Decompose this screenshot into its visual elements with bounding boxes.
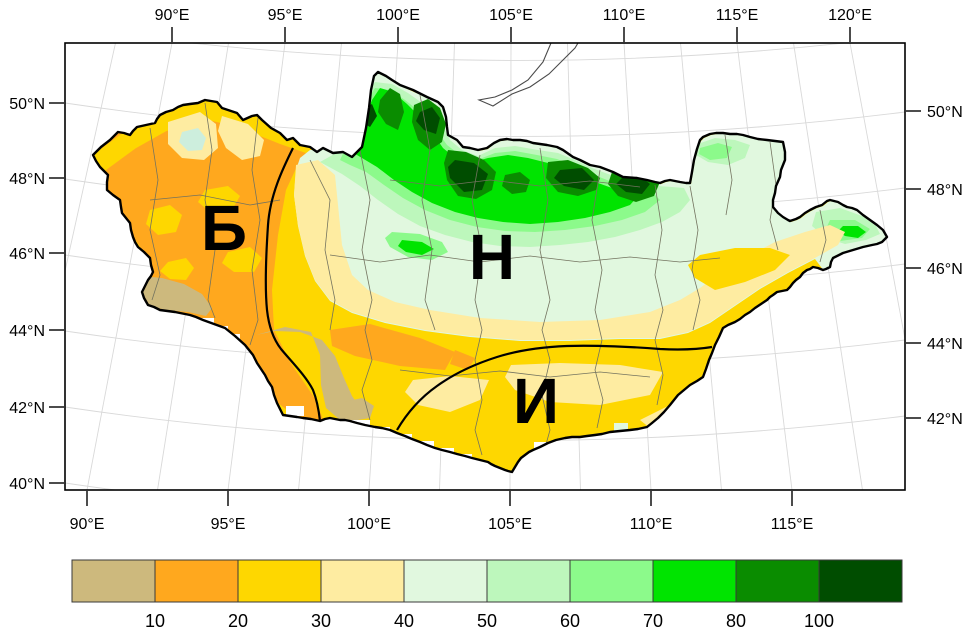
right-tick-label: 42°N <box>927 411 963 428</box>
fill-gold-patch <box>160 258 194 280</box>
axis-top: 90°E 95°E 100°E 105°E 110°E 115°E 120°E <box>155 7 872 42</box>
colorbar-legend: 10 20 30 40 50 60 70 80 100 <box>71 559 903 631</box>
axis-right: 50°N 48°N 46°N 44°N 42°N <box>906 104 963 428</box>
bottom-tick-label: 110°E <box>630 516 673 533</box>
fill-se-mint-dot <box>614 423 628 432</box>
fill-tan-sw <box>142 276 212 316</box>
fill-orange-patch <box>330 324 455 370</box>
colorbar-box <box>403 559 488 603</box>
colorbar-tick-label: 40 <box>394 611 414 631</box>
region-label: Б <box>201 192 247 264</box>
colorbar-tick-label: 60 <box>560 611 580 631</box>
top-tick-label: 120°E <box>828 7 872 24</box>
colorbar-box <box>818 559 903 603</box>
fill-ne-green <box>699 143 732 160</box>
fill-south-pale <box>505 363 663 405</box>
top-tick-label: 90°E <box>155 7 190 24</box>
colorbar-tick-label: 10 <box>145 611 165 631</box>
colorbar-tick-label: 70 <box>643 611 663 631</box>
fill-pale-band <box>294 160 845 340</box>
fill-nw-mint-spot <box>179 128 206 151</box>
fill-green-80-100 <box>378 88 404 130</box>
zone-divider-south <box>396 344 713 431</box>
right-tick-label: 46°N <box>927 261 963 278</box>
meridian-gridline <box>849 43 905 342</box>
region-letters: Б НИ <box>201 192 559 437</box>
fill-tan-south <box>256 327 362 420</box>
left-tick-label: 40°N <box>9 476 45 493</box>
top-tick-label: 100°E <box>376 7 420 24</box>
fill-green-finger-core <box>398 240 434 255</box>
left-tick-label: 42°N <box>9 400 45 417</box>
fill-south-pale <box>405 376 489 412</box>
fill-orange-patch <box>450 350 475 370</box>
colorbar-tick-label: 50 <box>477 611 497 631</box>
right-tick-label: 44°N <box>927 336 963 353</box>
top-tick-label: 95°E <box>268 7 303 24</box>
colorbar-box <box>569 559 654 603</box>
colorbar-box <box>320 559 405 603</box>
colorbar-box <box>154 559 239 603</box>
fill-green-over-100 <box>616 176 650 194</box>
plot-frame <box>64 42 906 491</box>
top-tick-label: 115°E <box>716 7 759 24</box>
colorbar-box <box>486 559 571 603</box>
right-tick-label: 48°N <box>927 182 963 199</box>
top-tick-label: 105°E <box>489 7 533 24</box>
colorbar-box <box>652 559 737 603</box>
axis-left: 50°N 48°N 46°N 44°N 42°N 40°N <box>9 96 64 493</box>
lake-baikal-outline <box>477 43 579 107</box>
bottom-tick-label: 90°E <box>70 516 105 533</box>
left-tick-label: 44°N <box>9 323 45 340</box>
right-tick-label: 50°N <box>927 104 963 121</box>
region-label: Н <box>469 221 515 293</box>
fill-gold-patch <box>146 205 182 235</box>
colorbar-tick-label: 20 <box>228 611 248 631</box>
left-tick-label: 48°N <box>9 171 45 188</box>
bottom-tick-label: 95°E <box>211 516 246 533</box>
colorbar-box <box>237 559 322 603</box>
axis-bottom: 90°E 95°E 100°E 105°E 110°E 115°E <box>70 491 814 533</box>
fill-green-over-100 <box>554 168 594 190</box>
bottom-tick-label: 105°E <box>488 516 532 533</box>
meridian-gridline <box>65 43 116 274</box>
zone-divider-west <box>264 147 322 422</box>
province-boundaries <box>149 94 827 456</box>
region-label: И <box>513 365 559 437</box>
colorbar-box <box>71 559 156 603</box>
left-tick-label: 50°N <box>9 96 45 113</box>
top-tick-label: 110°E <box>603 7 646 24</box>
left-tick-label: 46°N <box>9 246 45 263</box>
colorbar-tick-label: 80 <box>726 611 746 631</box>
fill-gold-patch <box>222 247 262 272</box>
bottom-tick-label: 100°E <box>347 516 391 533</box>
fill-n-border-pale <box>218 116 264 160</box>
fill-green-over-100 <box>416 107 440 134</box>
colorbar-tick-label: 100 <box>804 611 834 631</box>
bottom-tick-label: 115°E <box>771 516 814 533</box>
colorbar-tick-label: 30 <box>311 611 331 631</box>
colorbar-box <box>735 559 820 603</box>
parallel-gridline <box>186 43 850 61</box>
fill-east-tip-bright <box>838 226 866 238</box>
